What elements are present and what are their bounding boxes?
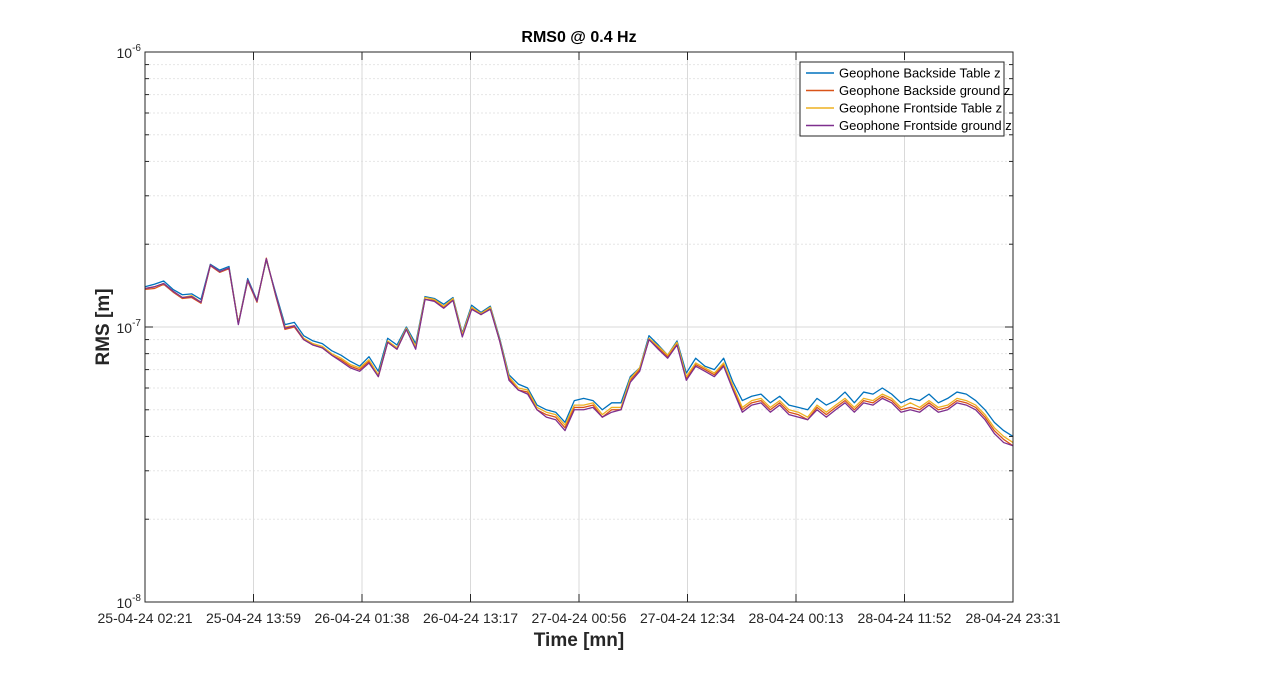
- tick-layer: [144, 51, 1014, 603]
- x-tick-label: 27-04-24 12:34: [640, 610, 735, 626]
- series-line-4: [144, 258, 1014, 447]
- legend-label: Geophone Backside ground z: [839, 83, 1010, 98]
- y-tick-label: 10-8: [117, 593, 142, 611]
- legend-items: Geophone Backside Table z Geophone Backsi…: [806, 66, 1012, 133]
- y-axis-label: RMS [m]: [93, 288, 114, 365]
- x-tick-labels: 25-04-24 02:21 25-04-24 13:59 26-04-24 01:…: [98, 610, 1061, 626]
- x-tick-label: 28-04-24 23:31: [966, 610, 1061, 626]
- y-tick-label: 10-7: [117, 318, 142, 336]
- x-tick-label: 28-04-24 11:52: [858, 610, 952, 626]
- legend-label: Geophone Frontside Table z: [839, 101, 1002, 116]
- y-tick-labels: 10-8 10-7 10-6: [117, 43, 142, 611]
- x-tick-label: 26-04-24 01:38: [315, 610, 410, 626]
- series-layer: [144, 257, 1014, 447]
- x-tick-label: 25-04-24 13:59: [206, 610, 301, 626]
- x-tick-label: 27-04-24 00:56: [532, 610, 627, 626]
- legend-label: Geophone Frontside ground z: [839, 118, 1012, 133]
- x-tick-label: 25-04-24 02:21: [98, 610, 193, 626]
- series-line-1: [144, 259, 1014, 437]
- legend-label: Geophone Backside Table z: [839, 66, 1001, 81]
- x-axis-label: Time [mn]: [534, 630, 624, 651]
- x-tick-label: 26-04-24 13:17: [423, 610, 518, 626]
- legend-box: [799, 61, 1005, 137]
- x-tick-label: 28-04-24 00:13: [749, 610, 844, 626]
- legend: Geophone Backside Table z Geophone Backsi…: [799, 61, 1012, 137]
- chart-title: RMS0 @ 0.4 Hz: [521, 29, 636, 46]
- y-tick-label: 10-6: [117, 43, 142, 61]
- series-line-2: [144, 257, 1014, 447]
